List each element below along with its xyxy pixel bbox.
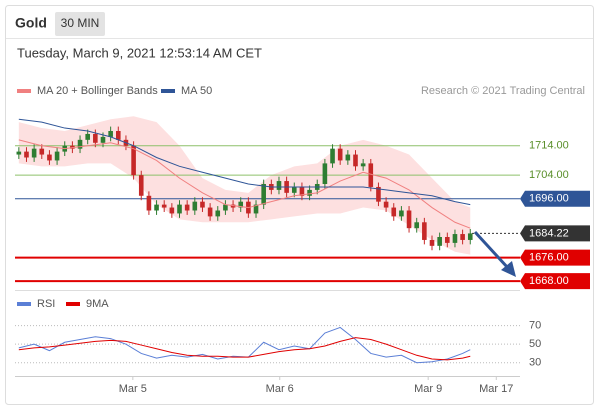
line [18, 337, 471, 361]
level-label: 1684.22 [529, 227, 569, 239]
timeframe[interactable]: 30 MIN [61, 16, 100, 30]
candle-body [360, 163, 366, 167]
candle-body [445, 237, 450, 243]
title: Gold [15, 15, 47, 31]
level-label: 1668.00 [529, 275, 569, 287]
legend-label: RSI [37, 298, 55, 310]
level-label: 1676.00 [529, 252, 569, 264]
y-tick-label: 70 [529, 319, 541, 331]
candle-body [77, 139, 83, 149]
candle-body [108, 131, 113, 137]
candle-body [238, 201, 244, 208]
level-label: 1704.00 [529, 169, 569, 181]
candle-body [24, 151, 29, 158]
candle-body [337, 148, 343, 161]
candle-body [115, 131, 121, 140]
timestamp: Tuesday, March 9, 2021 12:53:14 AM CET [17, 45, 262, 60]
candle-body [399, 210, 404, 217]
forecast-arrow [473, 230, 516, 277]
level-box [520, 190, 590, 207]
ma-line [18, 139, 471, 229]
candle-body [383, 201, 389, 208]
y-tick-label: 50 [529, 338, 541, 350]
candle-body [177, 204, 182, 214]
candle-body [39, 148, 45, 155]
candle-body [184, 204, 190, 211]
x-tick-label: Mar 17 [479, 383, 513, 395]
candle-body [146, 195, 152, 211]
candle-body [131, 145, 136, 176]
candle-body [422, 222, 427, 240]
candle-body [100, 136, 106, 143]
level-label: 1696.00 [529, 193, 569, 205]
candle-body [16, 151, 22, 155]
candle-body [345, 154, 351, 161]
candle-body [261, 184, 266, 205]
candle-body [47, 154, 52, 161]
candle-body [299, 186, 305, 196]
candle-body [467, 233, 473, 240]
legend-label: MA 50 [181, 85, 212, 97]
candle-body [85, 133, 90, 140]
candle-body [437, 237, 442, 246]
candle-body [452, 234, 458, 243]
x-tick-label: Mar 5 [119, 383, 147, 395]
candle-body [307, 189, 312, 196]
candle-body [31, 148, 37, 158]
candle-body [391, 207, 397, 217]
candle-body [330, 148, 335, 164]
candle-body [376, 186, 381, 202]
x-tick-label: Mar 9 [414, 383, 442, 395]
candle-body [200, 201, 205, 208]
candle-body [154, 204, 159, 211]
candle-body [192, 201, 198, 211]
candle-body [207, 207, 213, 217]
candle-body [253, 204, 259, 214]
candle-body [276, 181, 282, 190]
candle-body [161, 204, 167, 208]
candle-body [353, 154, 358, 167]
candle-body [460, 234, 465, 240]
candle-body [169, 207, 175, 214]
candle-body [93, 133, 98, 143]
level-box [520, 273, 590, 290]
credit: Research © 2021 Trading Central [421, 85, 585, 97]
legend-label: MA 20 + Bollinger Bands [37, 85, 158, 97]
candle-body [54, 151, 60, 161]
candle-body [429, 239, 435, 246]
candle-body [322, 163, 328, 184]
candle-body [368, 163, 374, 187]
candle-body [215, 210, 221, 217]
timeframe-badge[interactable] [55, 12, 105, 36]
candle-body [414, 222, 420, 229]
candle-body [406, 210, 412, 229]
legend-label: 9MA [86, 298, 109, 310]
x-tick-label: Mar 6 [266, 383, 294, 395]
candle-body [138, 175, 144, 196]
y-tick-label: 30 [529, 357, 541, 369]
candle-body [223, 204, 228, 211]
level-box [520, 249, 590, 266]
level-label: 1714.00 [529, 140, 569, 152]
ma-line [18, 118, 471, 206]
candle-body [291, 186, 297, 193]
level-box [520, 225, 590, 242]
